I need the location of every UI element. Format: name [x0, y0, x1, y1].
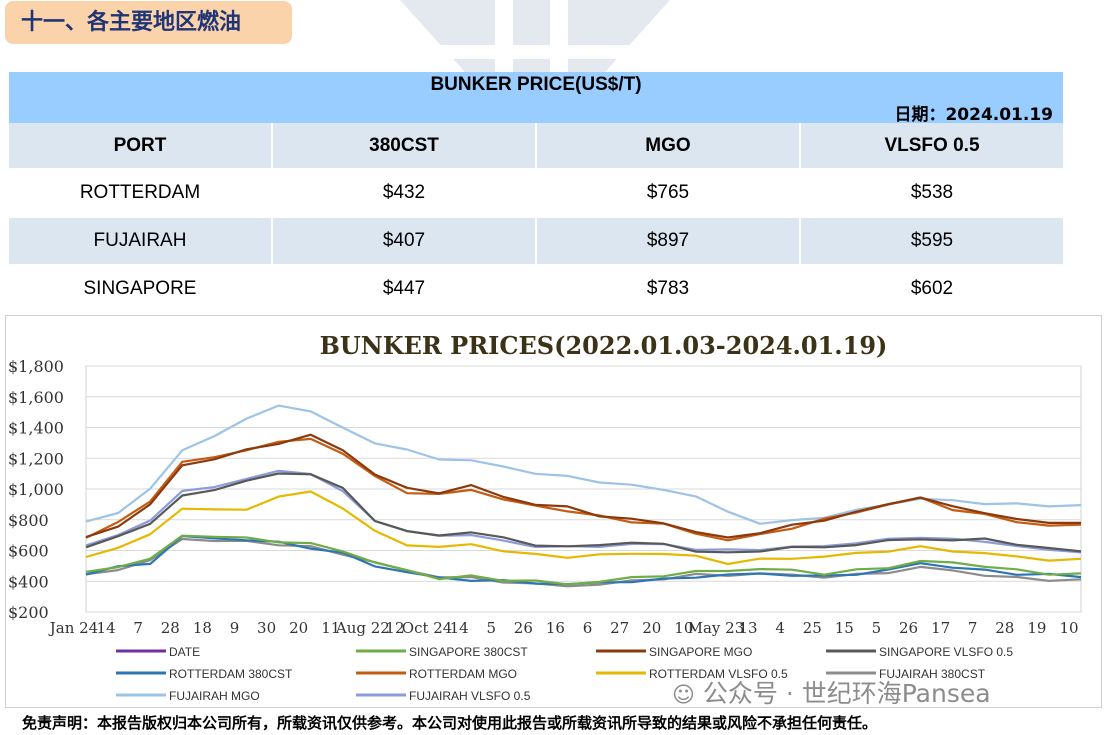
table-row: FUJAIRAH $407 $897 $595	[9, 218, 1063, 266]
x-tick-label: 27	[610, 619, 629, 637]
price-cell: $783	[537, 266, 801, 314]
x-tick-label: 20	[289, 619, 308, 637]
column-header: PORT	[9, 123, 273, 170]
legend-label: ROTTERDAM VLSFO 0.5	[649, 667, 788, 681]
bunker-price-table: BUNKER PRICE(US$/T) 日期：2024.01.19 PORT 3…	[9, 72, 1063, 314]
price-cell: $538	[801, 170, 1063, 218]
y-tick-label: $1,800	[8, 357, 64, 376]
y-tick-label: $600	[8, 542, 49, 561]
legend-label: FUJAIRAH VLSFO 0.5	[409, 689, 531, 703]
x-tick-label: 13	[738, 619, 757, 637]
x-tick-label: 5	[486, 619, 496, 637]
x-tick-label: 19	[1027, 619, 1046, 637]
port-cell: SINGAPORE	[9, 266, 273, 314]
column-header: MGO	[537, 123, 801, 170]
table-header-row: PORT 380CST MGO VLSFO 0.5	[9, 123, 1063, 170]
price-cell: $765	[537, 170, 801, 218]
x-tick-label: 4	[775, 619, 785, 637]
legend-label: ROTTERDAM MGO	[409, 667, 517, 681]
port-cell: FUJAIRAH	[9, 218, 273, 266]
wechat-watermark: ☺ 公众号 · 世纪环海Pansea	[672, 674, 991, 710]
port-cell: ROTTERDAM	[9, 170, 273, 218]
x-tick-label: 30	[257, 619, 276, 637]
series-line	[85, 433, 1081, 539]
y-tick-label: $1,000	[8, 480, 64, 499]
price-cell: $897	[537, 218, 801, 266]
x-tick-label: 5	[872, 619, 882, 637]
x-tick-label: 7	[968, 619, 978, 637]
x-tick-label: 12	[385, 619, 404, 637]
price-cell: $602	[801, 266, 1063, 314]
date-label: 日期：	[894, 105, 946, 125]
y-tick-label: $1,600	[8, 388, 64, 407]
x-tick-label: 20	[642, 619, 661, 637]
x-tick-label: Oct 24	[402, 619, 453, 637]
price-cell: $407	[273, 218, 537, 266]
y-tick-label: $1,200	[8, 449, 64, 468]
x-tick-label: 10	[674, 619, 693, 637]
series-line	[85, 404, 1082, 525]
y-tick-label: $400	[8, 572, 49, 591]
x-tick-label: 18	[193, 619, 212, 637]
x-tick-label: 28	[161, 619, 180, 637]
disclaimer: 免责声明：本报告版权归本公司所有，所载资讯仅供参考。本公司对使用此报告或所载资讯…	[22, 714, 878, 732]
x-tick-label: 17	[931, 619, 950, 637]
legend-label: SINGAPORE MGO	[649, 645, 752, 659]
x-tick-label: 16	[546, 619, 565, 637]
series-line	[85, 534, 1082, 586]
column-header: VLSFO 0.5	[801, 123, 1063, 170]
y-tick-label: $800	[8, 511, 49, 530]
series-line	[85, 437, 1082, 542]
legend-label: FUJAIRAH MGO	[169, 689, 260, 703]
x-tick-label: May 23	[688, 619, 745, 637]
chart-svg: BUNKER PRICES(2022.01.03-2024.01.19) $200…	[8, 331, 1082, 703]
x-tick-label: 7	[133, 619, 143, 637]
legend-label: ROTTERDAM 380CST	[169, 667, 293, 681]
y-tick-label: $1,400	[8, 419, 64, 438]
section-title: 十一、各主要地区燃油	[5, 1, 292, 44]
date-value: 2024.01.19	[945, 105, 1053, 125]
series-line	[85, 490, 1082, 566]
x-tick-label: 9	[230, 619, 240, 637]
x-tick-label: 26	[899, 619, 918, 637]
bunker-price-chart: BUNKER PRICES(2022.01.03-2024.01.19) $200…	[5, 315, 1102, 708]
x-tick-label: 14	[450, 619, 469, 637]
y-tick-label: $200	[8, 603, 49, 622]
x-tick-label: 26	[514, 619, 533, 637]
table-date: 日期：2024.01.19	[894, 100, 1053, 125]
wechat-label: 公众号 · 世纪环海Pansea	[702, 679, 991, 708]
price-cell: $432	[273, 170, 537, 218]
legend-label: FUJAIRAH 380CST	[879, 667, 986, 681]
x-tick-label: 11	[321, 619, 340, 637]
chart-title: BUNKER PRICES(2022.01.03-2024.01.19)	[320, 331, 888, 360]
price-cell: $447	[273, 266, 537, 314]
table-header: BUNKER PRICE(US$/T) 日期：2024.01.19	[9, 72, 1063, 125]
table-row: ROTTERDAM $432 $765 $538	[9, 170, 1063, 218]
x-tick-label: 28	[995, 619, 1014, 637]
series-line	[85, 472, 1082, 554]
series-line	[85, 534, 1082, 586]
legend-label: SINGAPORE 380CST	[409, 645, 528, 659]
legend-label: DATE	[169, 645, 200, 659]
table-title: BUNKER PRICE(US$/T)	[430, 74, 642, 95]
x-tick-label: Jan 24	[48, 619, 98, 637]
x-tick-label: 25	[803, 619, 822, 637]
legend-label: SINGAPORE VLSFO 0.5	[879, 645, 1013, 659]
wechat-icon: ☺	[672, 683, 695, 708]
x-tick-label: Aug 22	[335, 619, 390, 637]
x-tick-label: 6	[583, 619, 593, 637]
table-row: SINGAPORE $447 $783 $602	[9, 266, 1063, 314]
x-tick-label: 15	[835, 619, 854, 637]
x-tick-label: 14	[97, 619, 116, 637]
x-tick-label: 10	[1059, 619, 1078, 637]
column-header: 380CST	[273, 123, 537, 170]
price-cell: $595	[801, 218, 1063, 266]
